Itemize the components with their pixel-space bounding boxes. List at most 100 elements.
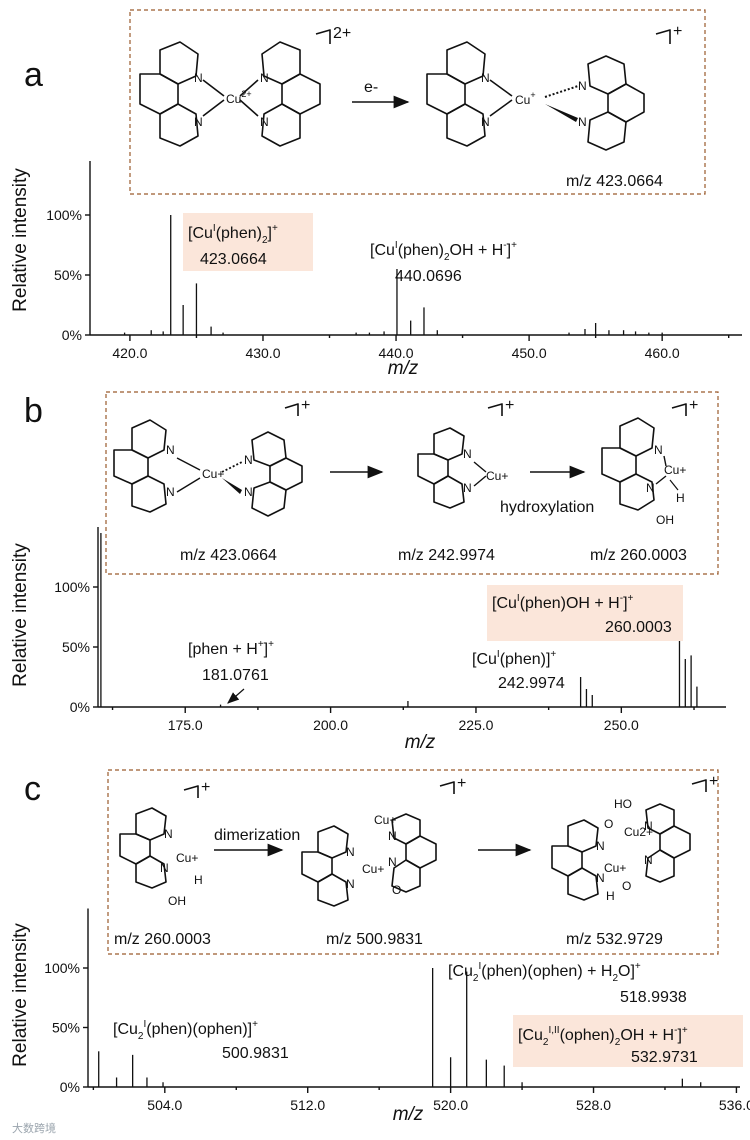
svg-text:N: N — [166, 443, 175, 457]
panel-a-letter: a — [24, 56, 43, 94]
phen-ligand-4 — [587, 55, 645, 151]
panel-a-scheme-mz: m/z 423.0664 — [566, 173, 663, 190]
svg-text:+: + — [301, 397, 310, 414]
panel-c-scheme: N N Cu+ H OH + dimerization N N N N O Cu… — [114, 773, 718, 948]
panel-a-annotation-2-mz: 440.0696 — [395, 268, 462, 285]
svg-text:N: N — [481, 115, 490, 129]
svg-text:Cu+: Cu+ — [176, 851, 198, 865]
charge-label-left: 2+ — [333, 25, 351, 42]
x-tick-label: 536.0 — [719, 1097, 750, 1113]
x-tick-label: 250.0 — [604, 717, 639, 733]
svg-text:N: N — [388, 829, 397, 843]
svg-text:N: N — [164, 827, 173, 841]
panel-b-species-2: m/z 242.9974 — [398, 547, 495, 564]
svg-text:N: N — [578, 115, 587, 129]
y-tick-label: 0% — [70, 699, 90, 715]
panel-b-ylabel: Relative intensity — [10, 543, 31, 687]
svg-text:N: N — [194, 71, 203, 85]
svg-text:N: N — [260, 115, 269, 129]
arrow-label-electron: e- — [364, 79, 378, 96]
panel-c-letter: c — [24, 770, 41, 808]
panel-a-highlight — [183, 213, 313, 271]
panel-c-xlabel: m/z — [393, 1104, 424, 1125]
charge-label-right: + — [673, 23, 682, 40]
svg-text:N: N — [160, 861, 169, 875]
svg-text:Cu+: Cu+ — [486, 469, 508, 483]
panel-c-ylabel: Relative intensity — [10, 923, 31, 1067]
panel-a-axes: 0% 50% 100% 420.0 430.0 440.0 450.0 460.0 — [46, 161, 742, 361]
svg-text:N: N — [463, 481, 472, 495]
panel-a-annotation-1-formula: [CuI(phen)2]+ — [188, 223, 278, 246]
panel-c-species-1: m/z 260.0003 — [114, 931, 211, 948]
svg-text:N: N — [644, 819, 653, 833]
y-tick-label: 0% — [60, 1079, 80, 1095]
y-tick-label: 50% — [52, 1020, 80, 1036]
x-tick-label: 225.0 — [458, 717, 493, 733]
watermark-text: 大数跨境 — [12, 1121, 56, 1135]
svg-text:N: N — [463, 447, 472, 461]
panel-c-annotation-3-mz: 532.9731 — [631, 1049, 698, 1066]
phen-ligand-2 — [261, 41, 321, 147]
x-tick-label: 504.0 — [147, 1097, 182, 1113]
y-tick-label: 0% — [62, 327, 82, 343]
svg-text:H: H — [194, 873, 203, 887]
svg-text:N: N — [244, 453, 253, 467]
y-tick-label: 50% — [54, 267, 82, 283]
svg-text:N: N — [578, 79, 587, 93]
panel-c-annotation-2-formula: [Cu2I(phen)(ophen) + H2O]+ — [448, 961, 641, 984]
panel-b-annotation-1-mz: 181.0761 — [202, 667, 269, 684]
panel-b-species-1: m/z 423.0664 — [180, 547, 277, 564]
svg-text:+: + — [505, 397, 514, 414]
panel-b-annotation-2-formula: [CuI(phen)]+ — [472, 649, 556, 668]
y-tick-label: 50% — [62, 639, 90, 655]
svg-text:Cu+: Cu+ — [362, 862, 384, 876]
panel-c-axes: 0% 50% 100% 504.0 512.0 520.0 528.0 536.0 — [44, 908, 750, 1113]
svg-text:H: H — [606, 889, 615, 903]
panel-b-axes: 0% 50% 100% 175.0 200.0 225.0 250.0 — [54, 527, 726, 733]
panel-b-annotation-3-formula: [CuI(phen)OH + H-]+ — [492, 593, 634, 612]
svg-text:+: + — [201, 779, 210, 796]
svg-text:N: N — [194, 115, 203, 129]
panel-b-letter: b — [24, 392, 43, 430]
x-tick-label: 450.0 — [512, 345, 547, 361]
panel-b-annotation-1-formula: [phen + H+]+ — [188, 639, 274, 658]
svg-text:H: H — [676, 491, 685, 505]
svg-text:N: N — [596, 871, 605, 885]
x-tick-label: 175.0 — [168, 717, 203, 733]
panel-c-species-2: m/z 500.9831 — [326, 931, 423, 948]
svg-text:Cu+: Cu+ — [664, 463, 686, 477]
svg-text:HO: HO — [614, 797, 632, 811]
panel-a-ylabel: Relative intensity — [10, 168, 31, 312]
panel-b-scheme-box — [105, 391, 719, 575]
panel-c-annotation-1-mz: 500.9831 — [222, 1045, 289, 1062]
panel-b-annotation-2-mz: 242.9974 — [498, 675, 565, 692]
svg-text:+: + — [689, 397, 698, 414]
panel-b-annotation-3-mz: 260.0003 — [605, 619, 672, 636]
phen-ligand-1 — [139, 41, 199, 147]
reaction-label-dimerization: dimerization — [214, 827, 300, 844]
panel-a-xlabel: m/z — [388, 358, 419, 379]
reaction-label-hydroxylation: hydroxylation — [500, 499, 594, 516]
svg-text:Cu+: Cu+ — [604, 861, 626, 875]
svg-text:N: N — [346, 877, 355, 891]
svg-text:N: N — [644, 853, 653, 867]
panel-c-highlight — [513, 1015, 743, 1067]
panel-a-scheme-box — [129, 9, 706, 195]
svg-text:N: N — [346, 845, 355, 859]
svg-text:N: N — [244, 485, 253, 499]
svg-text:N: N — [481, 71, 490, 85]
svg-text:O: O — [392, 883, 401, 897]
svg-text:+: + — [457, 775, 466, 792]
svg-text:+: + — [709, 773, 718, 790]
phen-ligand-3 — [426, 41, 486, 147]
panel-c-species-3: m/z 532.9729 — [566, 931, 663, 948]
x-tick-label: 460.0 — [645, 345, 680, 361]
panel-c-annotation-3-formula: [Cu2I,II(ophen)2OH + H-]+ — [518, 1025, 688, 1048]
svg-text:OH: OH — [656, 513, 674, 527]
x-tick-label: 200.0 — [313, 717, 348, 733]
panel-c-annotation-1-formula: [Cu2I(phen)(ophen)]+ — [113, 1019, 258, 1042]
svg-text:Cu+: Cu+ — [202, 467, 224, 481]
panel-b-xlabel: m/z — [405, 732, 436, 753]
x-tick-label: 430.0 — [245, 345, 280, 361]
